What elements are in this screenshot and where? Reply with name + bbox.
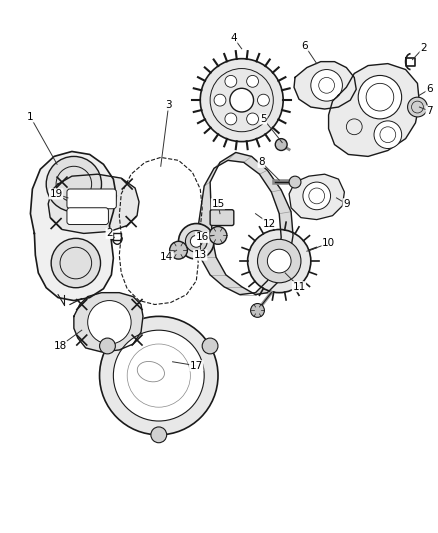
Circle shape — [230, 88, 254, 112]
Circle shape — [408, 97, 427, 117]
Circle shape — [358, 76, 402, 119]
Text: 9: 9 — [343, 199, 350, 209]
Text: 15: 15 — [212, 199, 225, 209]
FancyBboxPatch shape — [67, 189, 117, 209]
Circle shape — [202, 338, 218, 354]
Text: 3: 3 — [165, 100, 172, 110]
Polygon shape — [196, 152, 293, 295]
Circle shape — [179, 223, 214, 259]
Text: 14: 14 — [160, 252, 173, 262]
Circle shape — [275, 139, 287, 150]
Circle shape — [289, 176, 301, 188]
Circle shape — [151, 427, 167, 443]
Circle shape — [225, 75, 237, 87]
Text: 6: 6 — [302, 41, 308, 51]
Text: 2: 2 — [420, 43, 427, 53]
Text: 8: 8 — [258, 157, 265, 167]
Circle shape — [267, 249, 291, 273]
Text: 10: 10 — [322, 238, 335, 248]
Polygon shape — [74, 293, 143, 352]
Text: 2: 2 — [106, 229, 113, 238]
Text: 19: 19 — [49, 189, 63, 199]
Circle shape — [191, 236, 202, 247]
Text: 7: 7 — [426, 106, 433, 116]
Circle shape — [247, 113, 258, 125]
Circle shape — [247, 75, 258, 87]
Circle shape — [99, 338, 115, 354]
Circle shape — [46, 156, 102, 212]
Text: 1: 1 — [27, 112, 34, 122]
Text: 16: 16 — [196, 232, 209, 243]
Circle shape — [247, 230, 311, 293]
Circle shape — [99, 317, 218, 435]
Text: 5: 5 — [260, 114, 267, 124]
Text: 18: 18 — [53, 341, 67, 351]
Text: 17: 17 — [190, 361, 203, 371]
Text: 4: 4 — [230, 33, 237, 43]
Circle shape — [258, 239, 301, 283]
Text: 12: 12 — [263, 219, 276, 229]
Circle shape — [214, 94, 226, 106]
Circle shape — [51, 238, 101, 288]
FancyBboxPatch shape — [210, 209, 234, 225]
Circle shape — [113, 330, 204, 421]
Circle shape — [209, 227, 227, 244]
Circle shape — [258, 94, 269, 106]
Circle shape — [200, 59, 283, 142]
Circle shape — [225, 113, 237, 125]
Polygon shape — [294, 62, 356, 109]
Circle shape — [311, 69, 343, 101]
Circle shape — [374, 121, 402, 149]
Text: 6: 6 — [426, 84, 433, 94]
Polygon shape — [328, 63, 420, 156]
Polygon shape — [48, 174, 139, 233]
FancyBboxPatch shape — [67, 208, 109, 224]
Circle shape — [303, 182, 331, 209]
Polygon shape — [30, 151, 117, 301]
Text: 13: 13 — [194, 250, 207, 260]
Circle shape — [170, 241, 187, 259]
Polygon shape — [289, 174, 344, 220]
Circle shape — [251, 303, 265, 317]
Circle shape — [88, 301, 131, 344]
Text: 11: 11 — [292, 282, 306, 292]
Circle shape — [185, 230, 207, 252]
